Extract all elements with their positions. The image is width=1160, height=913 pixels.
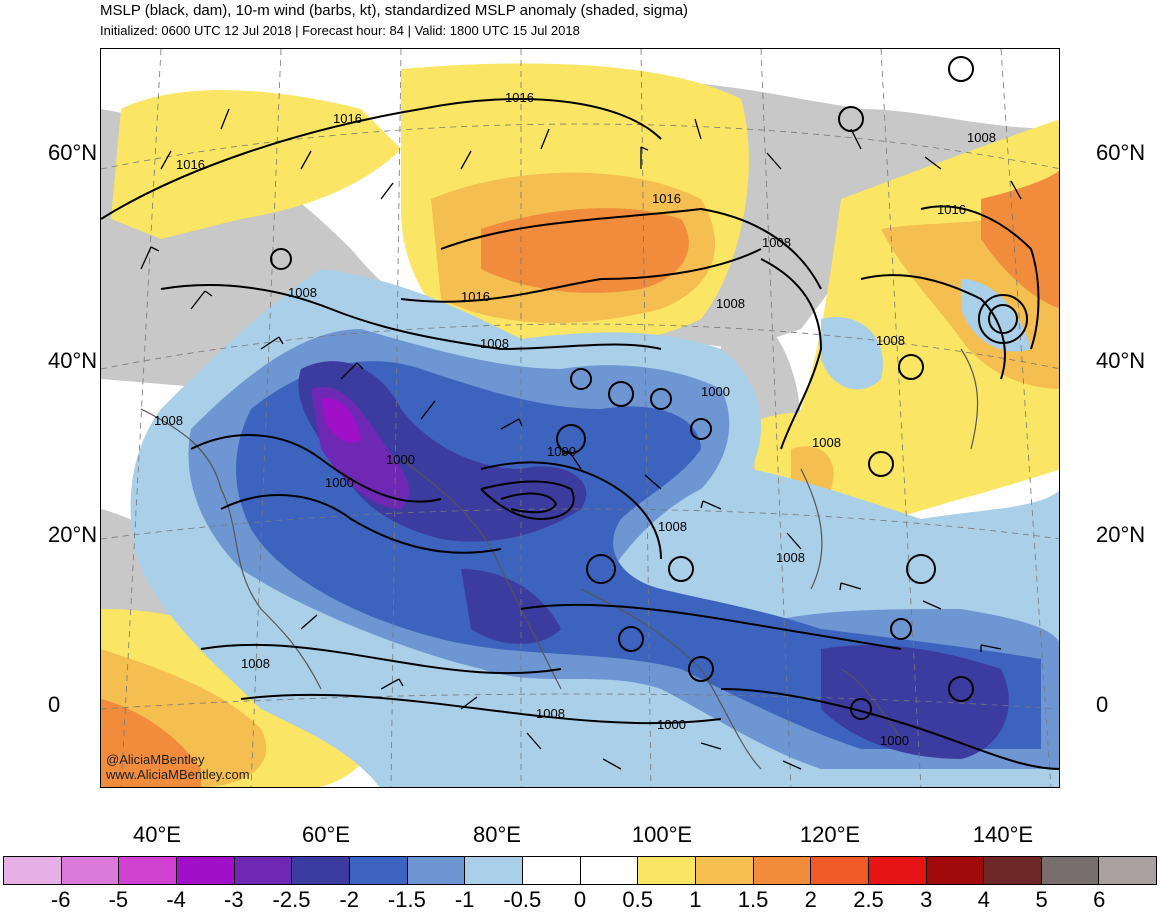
- map-subtitle: Initialized: 0600 UTC 12 Jul 2018 | Fore…: [100, 23, 580, 38]
- map-panel: [100, 48, 1060, 788]
- colorbar-swatch: [638, 857, 696, 884]
- isobar-label: 1008: [776, 550, 805, 565]
- isobar-label: 1000: [547, 444, 576, 459]
- colorbar-swatch: [292, 857, 350, 884]
- isobar-label: 1016: [937, 202, 966, 217]
- isobar-label: 1008: [154, 413, 183, 428]
- lat-label-left: 0: [48, 692, 61, 717]
- negative-anomaly-shading: [130, 269, 1059, 787]
- colorbar-label: 5: [1035, 887, 1048, 912]
- colorbar: [3, 856, 1157, 885]
- isobar-label: 1008: [812, 435, 841, 450]
- lat-label-right: 20°N: [1096, 522, 1146, 547]
- isobar-label: 1008: [876, 333, 905, 348]
- isobar-label: 1000: [701, 384, 730, 399]
- isobar-label: 1016: [333, 111, 362, 126]
- isobar-label: 1016: [652, 191, 681, 206]
- isobar-label: 1008: [967, 130, 996, 145]
- colorbar-swatch: [176, 857, 235, 884]
- colorbar-swatch: [811, 857, 869, 884]
- isobar-label: 1008: [288, 285, 317, 300]
- lat-label-left: 40°N: [48, 348, 98, 373]
- isobar-label: 1000: [325, 475, 354, 490]
- colorbar-label: -2.5: [272, 887, 311, 912]
- colorbar-swatch: [926, 857, 985, 884]
- colorbar-swatch: [695, 857, 754, 884]
- colorbar-swatch: [465, 857, 523, 884]
- colorbar-swatch: [984, 857, 1042, 884]
- credit-handle: @AliciaMBentley: [106, 752, 205, 767]
- colorbar-label: -3: [224, 887, 244, 912]
- lon-label: 100°E: [631, 822, 693, 847]
- lon-label: 140°E: [972, 822, 1034, 847]
- lat-label-left: 20°N: [48, 522, 98, 547]
- colorbar-label: -2: [339, 887, 359, 912]
- colorbar-label: -0.5: [503, 887, 542, 912]
- colorbar-swatch: [234, 857, 293, 884]
- colorbar-swatch: [868, 857, 927, 884]
- colorbar-swatch: [753, 857, 812, 884]
- colorbar-swatch: [580, 857, 639, 884]
- lon-label: 120°E: [799, 822, 861, 847]
- isobar-label: 1000: [386, 452, 415, 467]
- map-title: MSLP (black, dam), 10-m wind (barbs, kt)…: [100, 2, 689, 19]
- isobar-label: 1008: [536, 706, 565, 721]
- colorbar-label: 4: [977, 887, 991, 912]
- colorbar-swatch: [61, 857, 120, 884]
- map-svg: [101, 49, 1059, 787]
- colorbar-label: -1.5: [387, 887, 426, 912]
- lon-label: 80°E: [473, 822, 521, 847]
- isobar-label: 1016: [176, 157, 205, 172]
- lon-label: 60°E: [302, 822, 350, 847]
- colorbar-label: -6: [50, 887, 71, 912]
- colorbar-swatch: [119, 857, 177, 884]
- colorbar-swatch: [4, 857, 62, 884]
- graticule: [101, 49, 1059, 787]
- credit-website: www.AliciaMBentley.com: [106, 767, 250, 782]
- colorbar-swatch: [1099, 857, 1157, 884]
- colorbar-label: 2: [804, 887, 817, 912]
- lon-label: 40°E: [133, 822, 181, 847]
- colorbar-label: 6: [1093, 887, 1106, 912]
- isobar-label: 1008: [241, 656, 270, 671]
- isobar-label: 1016: [505, 90, 534, 105]
- colorbar-label: -1: [454, 887, 475, 912]
- colorbar-label: 0: [573, 887, 587, 912]
- isobar-label: 1000: [880, 733, 909, 748]
- colorbar-label: 1.5: [737, 887, 769, 912]
- isobar-label: 1016: [461, 289, 490, 304]
- colorbar-label: 3: [920, 887, 933, 912]
- colorbar-swatch: [407, 857, 466, 884]
- lat-label-right: 0: [1096, 692, 1109, 717]
- isobar-label: 1008: [762, 235, 791, 250]
- lat-label-left: 60°N: [48, 140, 98, 165]
- wind-barbs: [140, 108, 1022, 770]
- colorbar-label: 2.5: [853, 887, 884, 912]
- colorbar-swatch: [1041, 857, 1100, 884]
- isobars: [101, 56, 1059, 770]
- isobar-label: 1008: [480, 336, 509, 351]
- colorbar-label: -5: [108, 887, 129, 912]
- isobar-label: 1008: [716, 296, 745, 311]
- colorbar-swatch: [349, 857, 408, 884]
- lat-label-right: 60°N: [1096, 140, 1146, 165]
- isobar-label: 1000: [657, 717, 686, 732]
- colorbar-label: 0.5: [622, 887, 653, 912]
- colorbar-swatch: [522, 857, 581, 884]
- isobar-label: 1008: [658, 519, 687, 534]
- lat-label-right: 40°N: [1096, 348, 1146, 373]
- colorbar-label: 1: [689, 887, 702, 912]
- colorbar-label: -4: [166, 887, 186, 912]
